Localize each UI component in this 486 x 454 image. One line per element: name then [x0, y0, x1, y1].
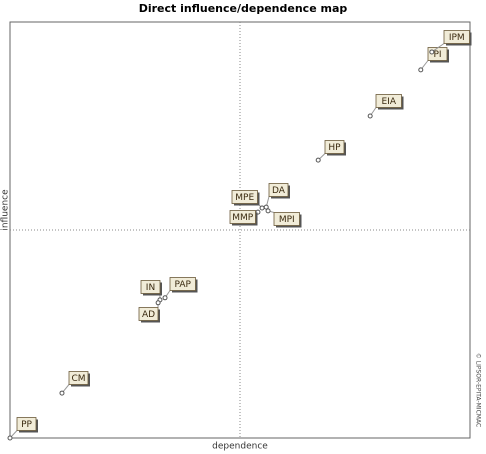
- point-label: HP: [328, 143, 341, 153]
- point-label: AD: [142, 310, 155, 320]
- label-box: [324, 140, 345, 154]
- label-box: [169, 277, 196, 291]
- point: [59, 390, 65, 396]
- point-label: MPI: [279, 215, 295, 225]
- point-label: MMP: [232, 213, 254, 223]
- point: [259, 205, 265, 211]
- point-label: PAP: [175, 280, 192, 290]
- point: [263, 204, 269, 210]
- label-box: [443, 30, 470, 44]
- x-axis-label: dependence: [212, 442, 268, 452]
- point-label: CM: [71, 374, 85, 384]
- point-label: DA: [272, 186, 286, 196]
- point: [155, 300, 161, 306]
- label-box: [16, 417, 37, 431]
- point: [265, 208, 271, 214]
- point: [7, 435, 13, 441]
- point: [367, 113, 373, 119]
- point-label: EIA: [382, 97, 397, 107]
- point-label: MPE: [235, 193, 254, 203]
- label-box: [138, 307, 159, 321]
- point: [418, 67, 424, 73]
- chart-title: Direct influence/dependence map: [139, 2, 348, 15]
- label-box: [140, 280, 161, 294]
- label-box: [268, 183, 289, 197]
- point: [429, 49, 435, 55]
- y-axis-label: influence: [1, 189, 11, 231]
- point-label: IPM: [449, 33, 465, 43]
- label-box: [68, 371, 89, 385]
- label-box: [375, 94, 402, 108]
- point: [315, 157, 321, 163]
- point-label: IN: [146, 283, 155, 293]
- point-label: PI: [433, 50, 441, 60]
- label-box: [231, 190, 258, 204]
- label-box: [273, 212, 300, 226]
- point-label: PP: [21, 420, 32, 430]
- watermark: © LIPSOR-EPITA-MICMAC: [475, 353, 482, 427]
- point: [162, 295, 168, 301]
- label-box: [229, 210, 256, 224]
